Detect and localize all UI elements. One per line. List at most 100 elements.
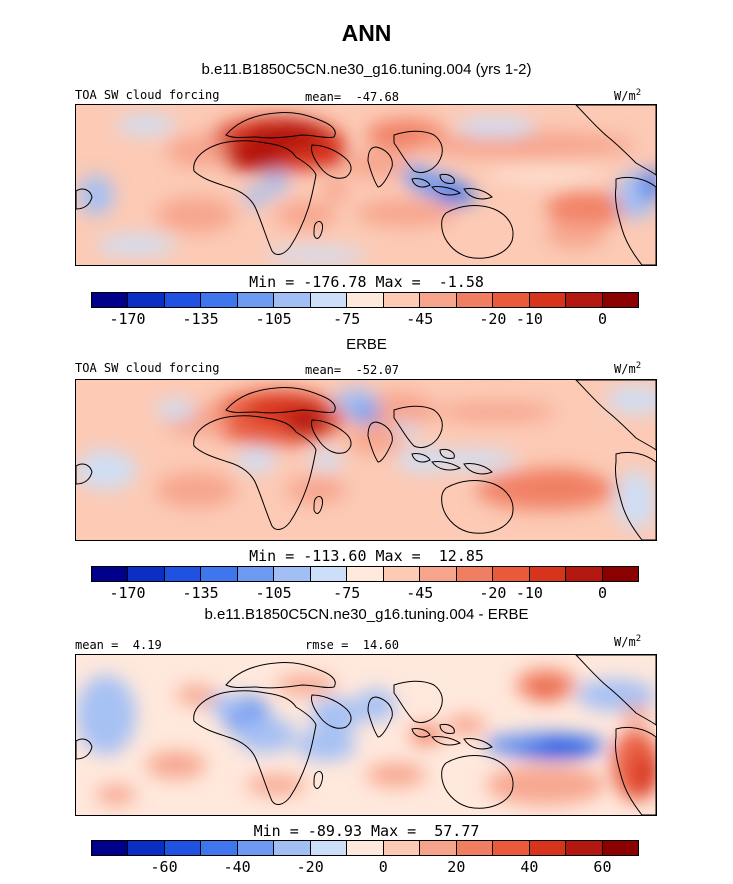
colorbar-tick-label: 0	[597, 584, 607, 602]
coastline	[313, 495, 323, 514]
field-patch	[206, 695, 246, 715]
field-patch	[436, 402, 556, 422]
field-patch	[228, 139, 284, 171]
panel-3	[75, 654, 657, 816]
colorbar-tick-label: -45	[406, 584, 434, 602]
coastline	[439, 724, 455, 734]
coastline	[431, 461, 462, 471]
colorbar-swatch	[237, 841, 275, 855]
coastline	[76, 738, 93, 760]
field-patch	[516, 468, 596, 492]
colorbar-swatch	[529, 293, 567, 307]
colorbar-tick-label: -40	[223, 858, 251, 876]
colorbar-swatch	[420, 567, 457, 581]
coastlines	[76, 655, 656, 815]
field-patch	[146, 751, 206, 779]
panel-1-subtitle: b.e11.B1850C5CN.ne30_g16.tuning.004 (yrs…	[201, 61, 532, 78]
field-patch	[246, 775, 306, 795]
coastline	[441, 205, 514, 259]
colorbar-swatch	[310, 293, 348, 307]
colorbar-tick-label: -10	[515, 310, 543, 328]
field-patch	[352, 404, 380, 424]
coastline	[431, 736, 462, 746]
colorbar-tick-label: -170	[109, 584, 146, 602]
colorbar-swatch	[164, 567, 202, 581]
field-patch	[284, 408, 328, 436]
colorbar-tick-label: -75	[333, 584, 361, 602]
colorbar-tick-label: -105	[255, 584, 292, 602]
colorbar-tick-label: 60	[593, 858, 612, 876]
panel-3-subtitle: b.e11.B1850C5CN.ne30_g16.tuning.004 - ER…	[204, 606, 529, 623]
field-patch	[324, 178, 348, 202]
field-patch	[116, 115, 176, 135]
field-patch	[96, 785, 136, 805]
coastline	[367, 146, 393, 188]
field-patch	[96, 235, 176, 255]
field-patch	[266, 247, 366, 263]
panel-2-left-label: TOA SW cloud forcing	[75, 361, 220, 375]
coastline	[225, 387, 336, 414]
coastline	[615, 726, 656, 815]
colorbar-swatch	[347, 841, 384, 855]
panel-2	[75, 379, 657, 541]
coastline	[575, 380, 656, 451]
field-patch	[410, 725, 442, 745]
colorbar-tick-label: -135	[182, 310, 219, 328]
coastline	[311, 694, 352, 729]
colorbar-swatch	[493, 841, 530, 855]
panel-2-subtitle: ERBE	[346, 336, 387, 353]
colorbar-tick-label: -60	[150, 858, 178, 876]
field-patch	[286, 476, 346, 504]
colorbar-swatch	[456, 841, 494, 855]
panel-1-heatmap	[76, 105, 656, 265]
coastline	[311, 144, 352, 179]
field-patch	[546, 221, 606, 249]
colorbar-swatch	[347, 567, 384, 581]
field-patch	[76, 675, 136, 755]
colorbar-swatch	[237, 293, 275, 307]
field-patch	[446, 715, 486, 735]
panel-2-heatmap	[76, 380, 656, 540]
coastline	[76, 188, 93, 210]
field-patch	[346, 151, 406, 179]
colorbar-swatch	[383, 841, 421, 855]
field-patch	[156, 197, 236, 233]
colorbar-swatch	[201, 293, 238, 307]
colorbar-tick-label: -105	[255, 310, 292, 328]
coastline	[441, 755, 514, 809]
colorbar-tick-label: -135	[182, 584, 219, 602]
field-patch	[641, 169, 656, 201]
colorbar-swatch	[420, 293, 457, 307]
field-patch	[616, 470, 656, 530]
colorbar-swatch	[128, 841, 165, 855]
field-patch	[486, 169, 606, 181]
colorbar-swatch	[566, 567, 603, 581]
colorbar-tick-label: -20	[296, 858, 324, 876]
coastline	[463, 188, 493, 200]
coastline	[193, 140, 317, 255]
coastline	[367, 696, 393, 738]
field-patch	[244, 187, 268, 207]
coastline	[225, 662, 336, 689]
field-patch	[166, 135, 226, 167]
panel-2-units: W/m2	[614, 361, 642, 376]
field-patch	[78, 175, 114, 215]
field-layer	[76, 669, 656, 805]
panel-1-map	[75, 104, 657, 266]
colorbar-swatch	[164, 293, 202, 307]
coastline	[225, 112, 336, 139]
field-patch	[236, 717, 296, 753]
coastline	[431, 186, 462, 196]
colorbar-tick-label: -10	[515, 584, 543, 602]
coastline	[193, 690, 317, 805]
coastline	[367, 421, 393, 463]
coastlines	[76, 105, 656, 265]
panel-3-min-max: Min = -89.93 Max = 57.77	[253, 822, 480, 840]
field-patch	[356, 199, 456, 227]
coastline	[393, 680, 443, 724]
coastline	[411, 728, 431, 738]
field-patch	[366, 763, 426, 787]
colorbar-swatch	[420, 841, 457, 855]
panel-2-colorbar-ticks: -170 -135 -105 -75 -45 -20 -10 0	[91, 584, 639, 602]
field-patch	[416, 131, 636, 159]
